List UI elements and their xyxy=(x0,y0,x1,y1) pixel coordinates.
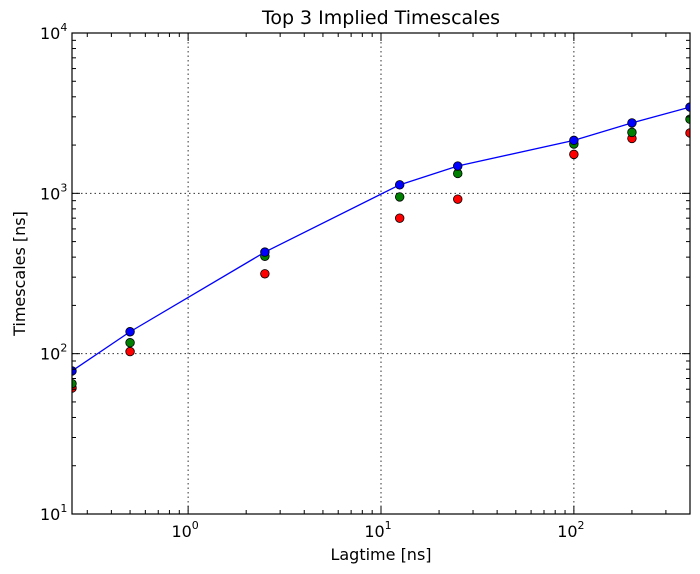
grid xyxy=(72,33,690,514)
data-point xyxy=(685,128,690,138)
y-tick-exponent: 2 xyxy=(60,342,67,355)
y-tick-label: 101 xyxy=(40,502,67,524)
data-point xyxy=(125,338,135,348)
data-point xyxy=(394,213,405,223)
x-tick-exponent: 0 xyxy=(192,519,199,532)
data-point xyxy=(260,247,270,257)
y-tick-exponent: 1 xyxy=(60,502,67,515)
chart-title: Top 3 Implied Timescales xyxy=(261,7,500,29)
y-tick-exponent: 4 xyxy=(60,21,67,34)
x-tick-label: 102 xyxy=(557,519,584,541)
data-point xyxy=(569,135,579,146)
data-point xyxy=(260,269,270,279)
x-tick-exponent: 1 xyxy=(385,519,392,532)
data-point xyxy=(453,194,463,204)
y-tick-label: 102 xyxy=(40,342,67,364)
x-tick-exponent: 2 xyxy=(578,519,585,532)
y-tick-label: 104 xyxy=(40,21,67,43)
series-layer xyxy=(72,102,690,393)
y-axis-label: Timescales [ns] xyxy=(10,211,29,337)
data-point xyxy=(627,127,637,138)
x-tick-label: 101 xyxy=(364,519,391,541)
data-point xyxy=(627,118,637,128)
data-point xyxy=(394,180,405,190)
x-tick-label: 100 xyxy=(171,519,198,541)
y-tick-exponent: 3 xyxy=(60,181,67,194)
x-axis-label: Lagtime [ns] xyxy=(330,545,431,564)
data-point xyxy=(72,378,77,389)
data-point xyxy=(453,161,463,171)
data-point xyxy=(394,192,405,202)
data-point xyxy=(685,102,690,112)
y-tick-label: 103 xyxy=(40,181,67,203)
data-point xyxy=(125,327,135,337)
data-point xyxy=(125,346,135,357)
series-line xyxy=(72,106,690,372)
data-point xyxy=(569,149,579,160)
